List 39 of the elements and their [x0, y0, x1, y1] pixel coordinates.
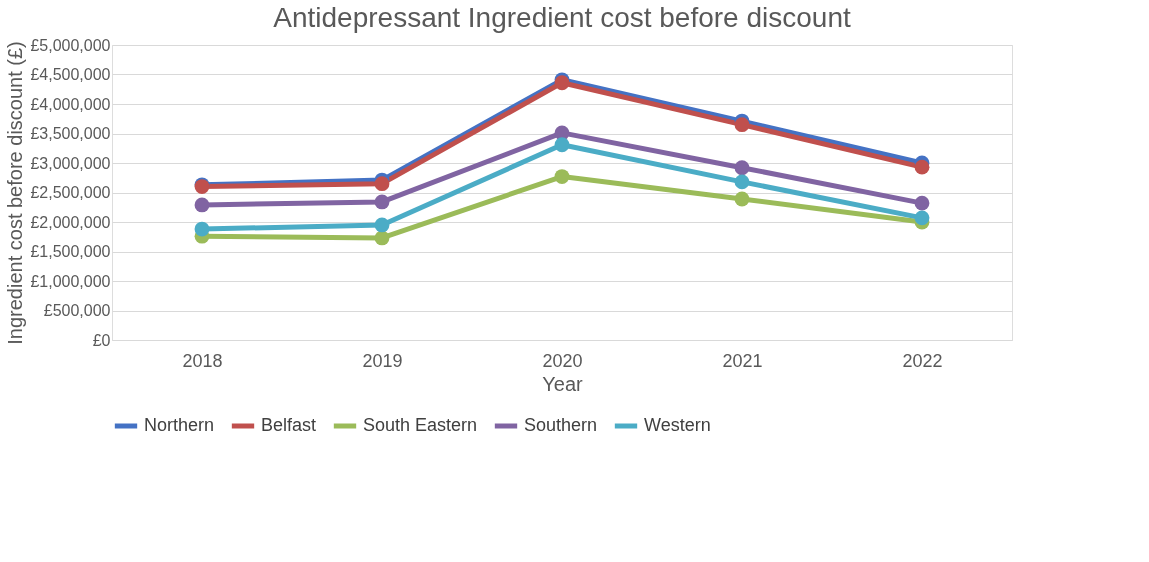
- chart-title: Antidepressant Ingredient cost before discount: [273, 2, 851, 33]
- y-tick-label: £4,500,000: [30, 66, 111, 83]
- point: [734, 160, 750, 176]
- point: [914, 195, 930, 211]
- x-tick-label: 2019: [362, 350, 403, 371]
- y-tick-label: £4,000,000: [30, 95, 111, 113]
- legend-label: Southern: [524, 415, 598, 435]
- legend-label: South Eastern: [363, 415, 478, 435]
- point: [554, 137, 570, 153]
- x-tick-label: 2022: [902, 350, 943, 371]
- point: [734, 174, 750, 190]
- y-tick-label: £3,000,000: [30, 154, 111, 172]
- point: [374, 194, 390, 210]
- point: [374, 176, 390, 192]
- y-tick-label: £1,000,000: [30, 272, 111, 290]
- x-axis-title: Year: [542, 372, 584, 395]
- x-tick-label: 2018: [182, 350, 223, 371]
- y-tick-label: £2,000,000: [30, 213, 111, 231]
- y-tick-label: £3,500,000: [30, 125, 111, 142]
- point: [374, 230, 390, 246]
- legend-label: Northern: [144, 415, 215, 435]
- y-tick-label: £0: [92, 331, 111, 349]
- point: [374, 217, 390, 233]
- point: [554, 169, 570, 184]
- point: [194, 221, 210, 237]
- point: [734, 117, 750, 133]
- point: [914, 159, 930, 175]
- point: [194, 197, 210, 213]
- point: [734, 191, 750, 207]
- point: [914, 210, 930, 226]
- legend-label: Belfast: [261, 415, 317, 435]
- legend-label: Western: [644, 415, 711, 435]
- y-tick-label: £2,500,000: [30, 184, 111, 201]
- x-tick-label: 2021: [722, 350, 763, 371]
- x-tick-label: 2020: [542, 350, 583, 371]
- y-axis-title: Ingredient cost before discount (£): [4, 41, 27, 345]
- y-tick-label: £5,000,000: [30, 36, 111, 54]
- y-tick-label: £1,500,000: [30, 243, 111, 260]
- y-tick-label: £500,000: [43, 302, 111, 319]
